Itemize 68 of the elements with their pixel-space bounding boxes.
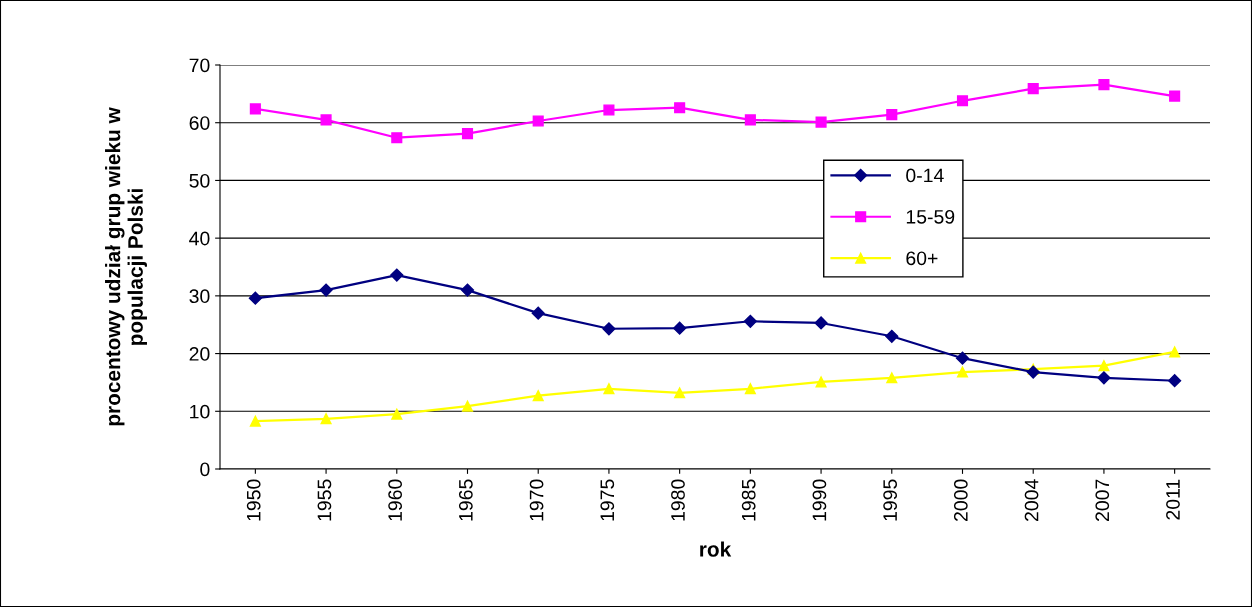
point bbox=[391, 408, 403, 420]
point bbox=[815, 116, 827, 128]
point bbox=[886, 109, 898, 121]
x-tick-label: 1970 bbox=[529, 479, 544, 521]
y-tick-label: 20 bbox=[189, 347, 210, 361]
point bbox=[603, 383, 615, 395]
x-tick-label: 1975 bbox=[600, 479, 615, 521]
y-tick-label: 30 bbox=[189, 289, 210, 304]
point bbox=[460, 283, 475, 297]
x-axis-title: rok bbox=[700, 541, 732, 557]
y-tick-label: 40 bbox=[189, 231, 210, 246]
x-tick-label: 1985 bbox=[741, 479, 756, 521]
point bbox=[1169, 346, 1181, 358]
point bbox=[390, 268, 404, 282]
x-tick-label: 1955 bbox=[317, 479, 332, 521]
point bbox=[674, 102, 686, 114]
y-tick-label: 70 bbox=[189, 58, 210, 73]
legend-label: 0-14 bbox=[906, 168, 944, 183]
point bbox=[744, 383, 756, 395]
y-tick-label: 60 bbox=[189, 116, 210, 130]
x-tick-label: 2000 bbox=[953, 479, 968, 521]
x-tick-label: 1950 bbox=[246, 479, 261, 521]
point bbox=[532, 390, 544, 402]
legend-label: 60+ bbox=[906, 251, 938, 266]
point bbox=[814, 316, 828, 330]
x-tick-label: 1980 bbox=[671, 479, 685, 521]
x-tick-label: 1965 bbox=[458, 479, 473, 521]
point bbox=[815, 376, 827, 388]
point bbox=[1097, 371, 1111, 385]
x-tick-label: 1995 bbox=[883, 479, 898, 521]
y-tick-label: 50 bbox=[189, 173, 210, 188]
point bbox=[1026, 365, 1040, 379]
x-tick-label: 2007 bbox=[1095, 479, 1110, 521]
point bbox=[886, 372, 898, 384]
point bbox=[320, 413, 332, 425]
point bbox=[956, 95, 969, 107]
point bbox=[602, 322, 616, 336]
x-tick-label: 1990 bbox=[812, 479, 827, 521]
point bbox=[461, 128, 474, 140]
point bbox=[248, 291, 262, 305]
point bbox=[743, 314, 757, 328]
x-tick-label: 1960 bbox=[388, 479, 403, 521]
point bbox=[249, 415, 261, 427]
point bbox=[603, 104, 615, 116]
point bbox=[391, 132, 403, 144]
point bbox=[319, 283, 333, 297]
point bbox=[1169, 90, 1181, 102]
point bbox=[320, 114, 332, 126]
x-tick-label: 2004 bbox=[1024, 479, 1039, 521]
point bbox=[531, 306, 545, 320]
point bbox=[532, 115, 544, 127]
y-axis-title: procentowy udział grup wieku w populacji Polski bbox=[105, 107, 147, 426]
legend-label: 15-59 bbox=[906, 209, 955, 224]
point bbox=[744, 114, 756, 126]
y-tick-label: 10 bbox=[190, 404, 210, 419]
point bbox=[1098, 79, 1110, 91]
point bbox=[1168, 374, 1182, 388]
point bbox=[674, 387, 686, 399]
point bbox=[956, 366, 969, 378]
point bbox=[249, 103, 261, 115]
point bbox=[1098, 360, 1110, 372]
point bbox=[955, 351, 970, 365]
point bbox=[1027, 83, 1039, 95]
point bbox=[885, 329, 899, 343]
point bbox=[673, 321, 687, 335]
point bbox=[461, 400, 474, 412]
x-tick-label: 2011 bbox=[1166, 479, 1180, 520]
y-tick-label: 0 bbox=[200, 462, 210, 477]
